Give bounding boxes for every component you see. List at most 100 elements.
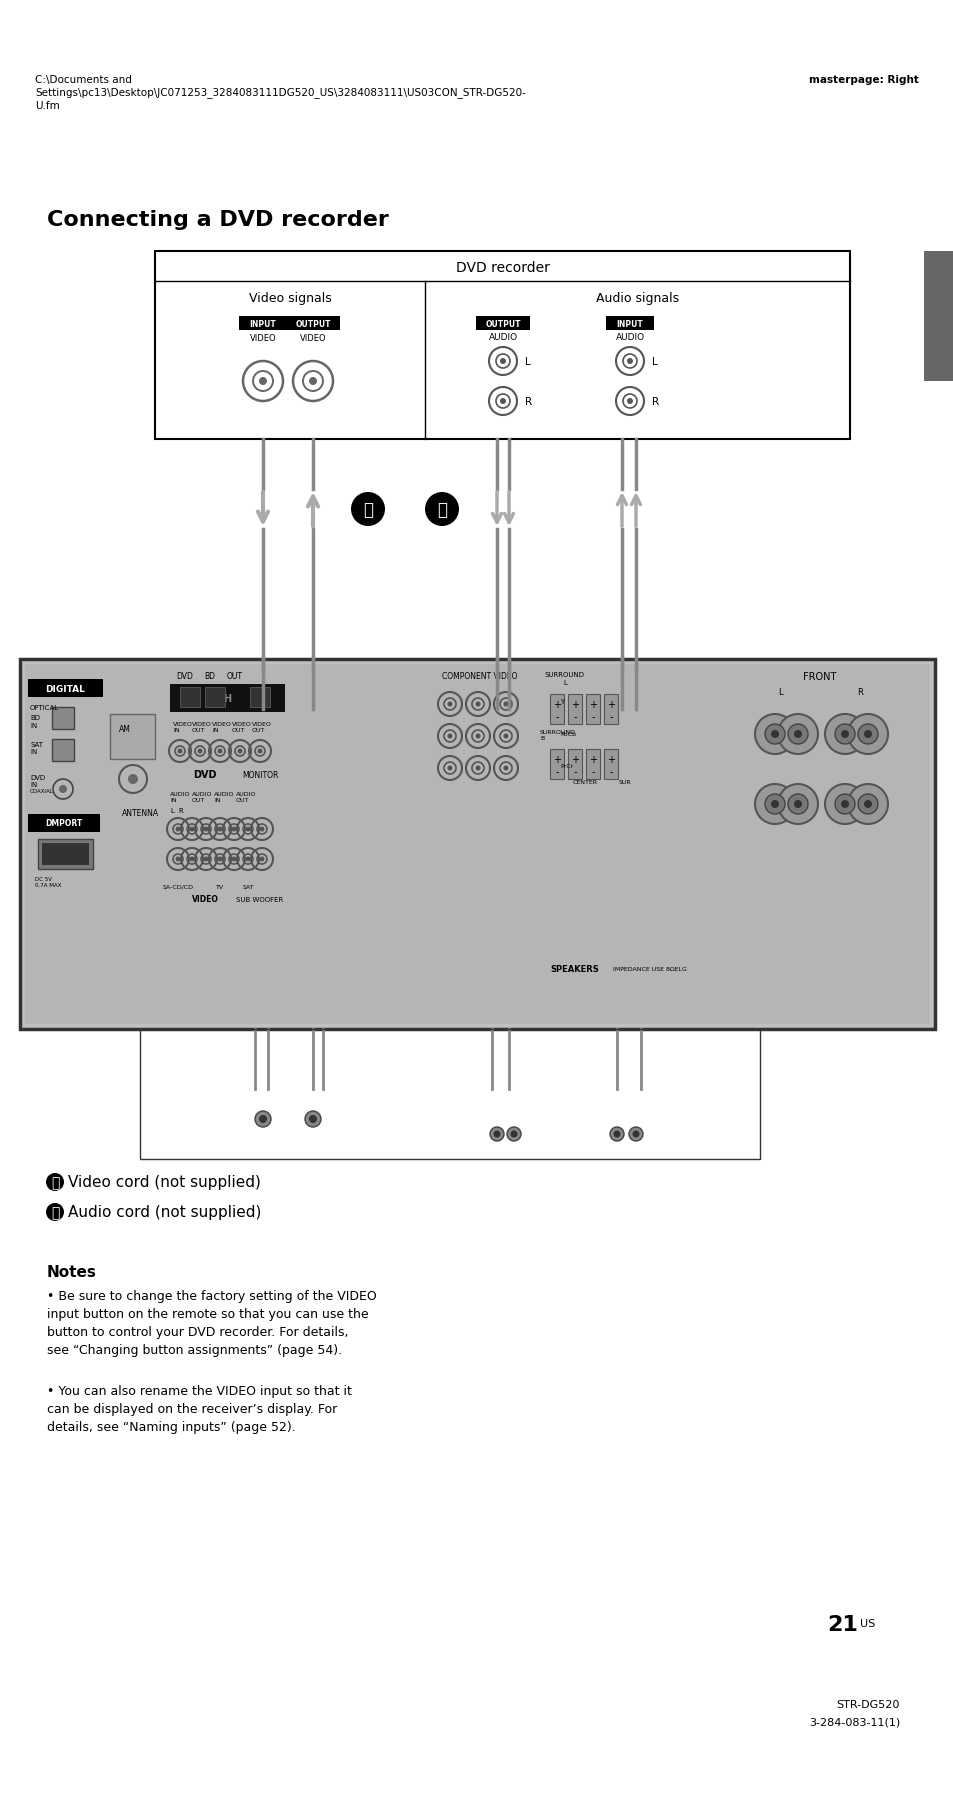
Bar <box>239 316 287 331</box>
Bar <box>603 694 618 725</box>
Text: Ⓑ: Ⓑ <box>436 500 447 518</box>
Circle shape <box>232 858 236 861</box>
Text: +: + <box>571 755 578 764</box>
Text: C:\Documents and
Settings\pc13\Desktop\JC071253_3284083111DG520_US\3284083111\US: C:\Documents and Settings\pc13\Desktop\J… <box>35 76 525 111</box>
Circle shape <box>475 766 480 771</box>
Text: Ⓐ: Ⓐ <box>363 500 373 518</box>
Text: IN: IN <box>170 798 176 802</box>
Text: SPEAKERS: SPEAKERS <box>550 966 598 975</box>
Circle shape <box>258 1115 267 1124</box>
Bar <box>28 680 103 698</box>
Bar <box>180 687 200 708</box>
Circle shape <box>503 766 508 771</box>
Bar <box>286 316 339 331</box>
Circle shape <box>475 734 480 739</box>
Text: • You can also rename the VIDEO input so that it
can be displayed on the receive: • You can also rename the VIDEO input so… <box>47 1384 352 1433</box>
Text: OUTPUT: OUTPUT <box>294 320 331 329</box>
Text: US: US <box>859 1618 874 1629</box>
Circle shape <box>175 858 180 861</box>
Circle shape <box>787 725 807 744</box>
Circle shape <box>863 730 871 739</box>
Bar <box>923 252 953 381</box>
Text: IN: IN <box>213 798 220 802</box>
Text: VIDEO: VIDEO <box>172 721 193 726</box>
Text: AUDIO: AUDIO <box>192 791 213 797</box>
Text: IN: IN <box>30 748 37 755</box>
Bar <box>567 694 581 725</box>
Text: 0.7A MAX: 0.7A MAX <box>35 883 61 888</box>
Text: B: B <box>539 735 543 741</box>
Text: L: L <box>651 356 657 367</box>
Text: Audio cord (not supplied): Audio cord (not supplied) <box>68 1205 261 1219</box>
Circle shape <box>245 827 251 832</box>
Circle shape <box>778 784 817 825</box>
Circle shape <box>626 360 633 365</box>
Text: VIDEO: VIDEO <box>192 721 212 726</box>
Text: OUT: OUT <box>192 798 205 802</box>
Text: AUDIO: AUDIO <box>615 333 644 342</box>
Text: Video cord (not supplied): Video cord (not supplied) <box>68 1174 260 1190</box>
Circle shape <box>447 766 452 771</box>
Bar <box>170 685 285 712</box>
Text: DVD: DVD <box>30 775 45 780</box>
Circle shape <box>824 784 864 825</box>
Circle shape <box>259 858 264 861</box>
Circle shape <box>128 775 138 784</box>
Circle shape <box>510 1131 517 1138</box>
Text: 3-284-083-11(1): 3-284-083-11(1) <box>808 1717 899 1728</box>
Text: VIDEO: VIDEO <box>192 895 218 904</box>
Circle shape <box>834 725 854 744</box>
Circle shape <box>857 795 877 814</box>
Text: ANTENNA: ANTENNA <box>121 807 158 816</box>
Text: DVD: DVD <box>193 770 216 780</box>
Text: INPUT: INPUT <box>616 320 642 329</box>
Bar <box>140 1030 760 1160</box>
Circle shape <box>506 1127 520 1142</box>
Text: SURROUND: SURROUND <box>539 730 576 735</box>
Text: SURROUND: SURROUND <box>544 672 584 678</box>
Text: AUDIO: AUDIO <box>170 791 191 797</box>
Text: SUR: SUR <box>618 780 631 784</box>
Text: +: + <box>553 755 560 764</box>
Text: R: R <box>524 397 532 406</box>
Bar <box>476 316 530 331</box>
Text: PrCr: PrCr <box>559 762 573 768</box>
Text: IN: IN <box>30 723 37 728</box>
Text: CENTER: CENTER <box>572 780 597 784</box>
Text: AUDIO: AUDIO <box>488 333 517 342</box>
Text: SAT: SAT <box>242 885 253 890</box>
Circle shape <box>254 1111 271 1127</box>
Text: 21: 21 <box>826 1615 857 1634</box>
Text: DMPORT: DMPORT <box>46 820 83 829</box>
Bar <box>567 750 581 780</box>
Text: +: + <box>606 755 615 764</box>
Circle shape <box>626 399 633 405</box>
Text: BD: BD <box>30 714 40 721</box>
Circle shape <box>175 827 180 832</box>
Circle shape <box>217 827 222 832</box>
Circle shape <box>787 795 807 814</box>
Text: SAT: SAT <box>30 741 43 748</box>
Text: OUT: OUT <box>235 798 249 802</box>
Text: R: R <box>856 687 862 696</box>
Text: -: - <box>591 766 594 777</box>
Text: Getting Started: Getting Started <box>930 412 945 547</box>
Text: OUT: OUT <box>252 728 265 732</box>
Text: VIDEO: VIDEO <box>212 721 232 726</box>
Circle shape <box>177 750 182 753</box>
Circle shape <box>309 1115 316 1124</box>
Circle shape <box>203 827 209 832</box>
Circle shape <box>232 827 236 832</box>
Text: -: - <box>573 766 577 777</box>
Text: COAXIAL: COAXIAL <box>30 789 53 793</box>
Circle shape <box>46 1174 64 1192</box>
Text: OUT: OUT <box>227 672 243 681</box>
Circle shape <box>59 786 67 793</box>
Text: BD: BD <box>204 672 215 681</box>
Text: VIDEO: VIDEO <box>299 334 326 343</box>
Circle shape <box>764 795 784 814</box>
Circle shape <box>203 858 209 861</box>
Text: IN: IN <box>212 728 218 732</box>
Text: OPTICAL: OPTICAL <box>30 705 59 710</box>
Text: AUDIO: AUDIO <box>235 791 256 797</box>
